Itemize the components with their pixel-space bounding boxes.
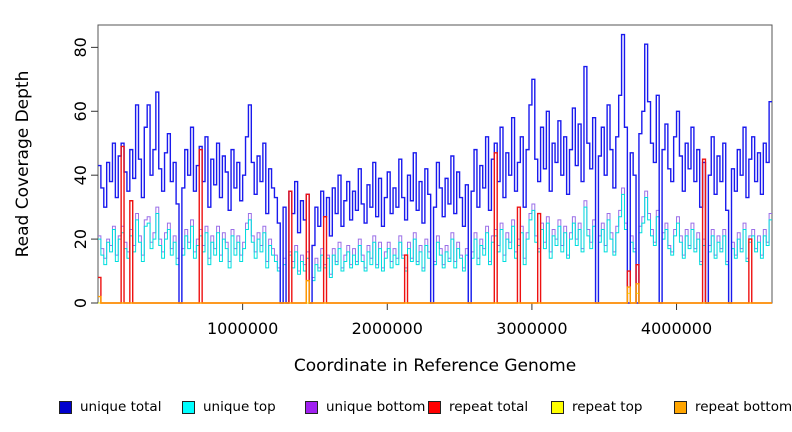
legend-item-unique-total: unique total [59, 399, 161, 415]
legend-label-unique-top: unique top [203, 399, 276, 415]
legend-swatch-unique-bottom [305, 400, 318, 414]
legend-item-repeat-bottom: repeat bottom [674, 399, 792, 415]
x-tick-label: 3000000 [496, 319, 567, 338]
series-line-unique-total [98, 33, 772, 304]
legend-item-unique-top: unique top [182, 399, 276, 415]
x-tick-label: 2000000 [352, 319, 423, 338]
chart-legend: unique total unique top unique bottom repea… [0, 399, 792, 425]
y-tick-label: 40 [71, 165, 90, 185]
legend-item-repeat-top: repeat top [551, 399, 642, 415]
legend-label-repeat-top: repeat top [572, 399, 643, 415]
x-tick-label: 4000000 [641, 319, 712, 338]
legend-swatch-unique-top [182, 400, 195, 414]
legend-item-unique-bottom: unique bottom [305, 399, 425, 415]
y-tick-label: 60 [71, 101, 90, 121]
y-tick-label: 0 [71, 298, 90, 308]
y-tick-label: 80 [71, 37, 90, 57]
legend-label-repeat-bottom: repeat bottom [695, 399, 792, 415]
legend-label-repeat-total: repeat total [449, 399, 529, 415]
y-tick-label: 20 [71, 229, 90, 249]
y-axis-title: Read Coverage Depth [13, 71, 33, 258]
legend-label-unique-total: unique total [80, 399, 162, 415]
legend-swatch-unique-total [59, 400, 72, 414]
x-tick-label: 1000000 [207, 319, 278, 338]
legend-label-unique-bottom: unique bottom [326, 399, 426, 415]
legend-item-repeat-total: repeat total [428, 399, 528, 415]
legend-swatch-repeat-bottom [674, 400, 687, 414]
legend-swatch-repeat-top [551, 400, 564, 414]
series-line-repeat-bottom [98, 279, 772, 304]
legend-swatch-repeat-total [428, 400, 441, 414]
x-axis-title: Coordinate in Reference Genome [294, 356, 576, 376]
coverage-chart: 1000000 2000000 3000000 4000000 0 20 40 60 80 Co… [13, 24, 773, 376]
